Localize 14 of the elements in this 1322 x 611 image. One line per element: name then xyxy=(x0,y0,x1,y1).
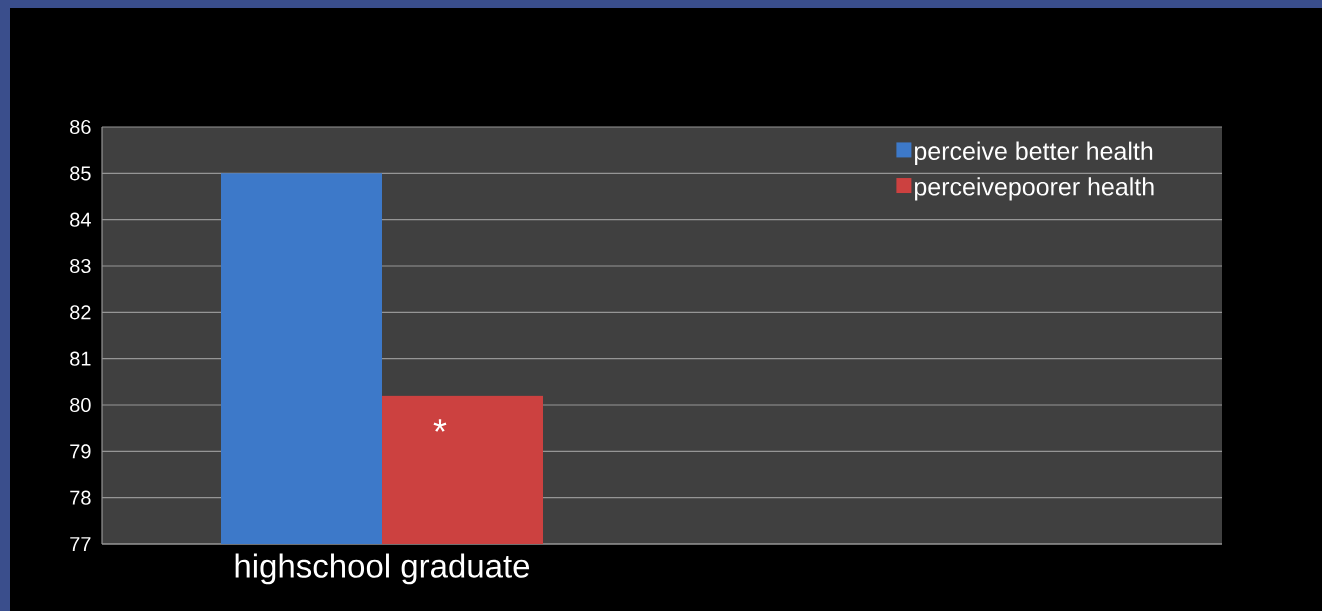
legend-label: perceive better health xyxy=(915,141,1153,165)
y-tick-label: 84 xyxy=(70,212,91,227)
y-tick-label: 79 xyxy=(70,444,91,459)
y-tick-label: 86 xyxy=(70,119,91,135)
y-tick-label: 77 xyxy=(70,537,91,551)
y-tick-label: 83 xyxy=(70,258,91,274)
x-tick-label: highschool graduate xyxy=(235,553,530,585)
legend-label: perceivepoorer health xyxy=(915,177,1154,201)
y-tick-label: 78 xyxy=(70,490,91,505)
y-tick-label: 81 xyxy=(70,351,91,366)
y-tick-label: 80 xyxy=(70,397,91,413)
annotation: * xyxy=(433,419,447,432)
y-tick-label: 85 xyxy=(70,166,91,181)
y-tick-label: 82 xyxy=(70,305,91,320)
